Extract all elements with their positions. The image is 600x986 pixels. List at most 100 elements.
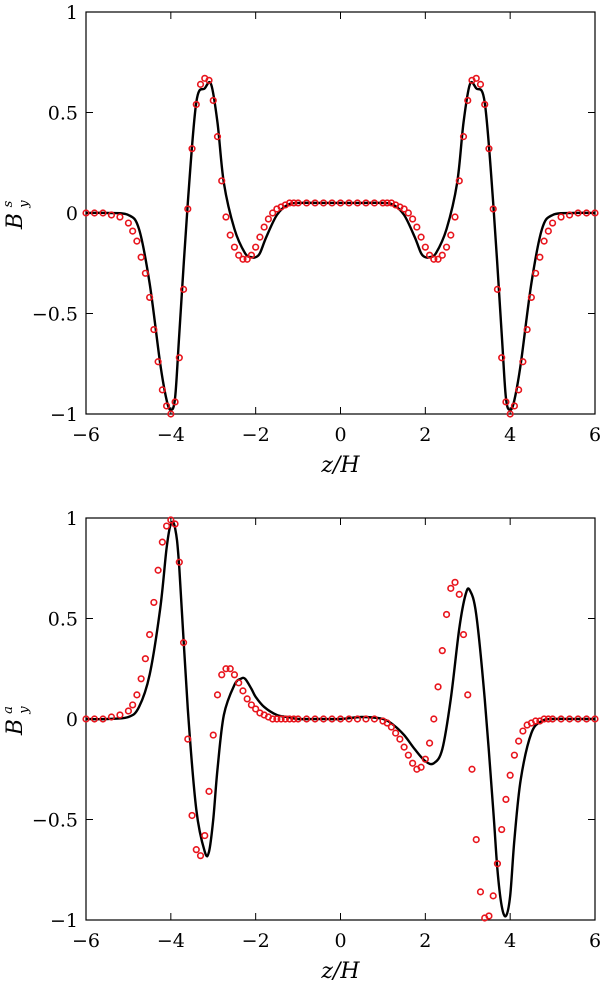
data-point	[171, 398, 179, 406]
data-point	[319, 715, 328, 723]
data-point	[269, 715, 277, 723]
data-point	[417, 763, 425, 771]
x-tick-label: −4	[157, 930, 185, 952]
y-tick-label: −1	[50, 404, 78, 426]
data-point	[362, 199, 370, 207]
data-point	[150, 598, 158, 607]
data-point	[179, 285, 188, 293]
data-point	[302, 715, 311, 723]
data-point	[196, 80, 205, 88]
data-point	[107, 713, 116, 721]
x-tick-label: −2	[242, 930, 270, 952]
data-point	[294, 199, 302, 207]
data-point	[413, 223, 421, 231]
data-point	[438, 647, 446, 655]
data-point	[515, 386, 523, 394]
data-point	[209, 731, 217, 739]
series-line	[86, 80, 595, 412]
data-point	[222, 665, 230, 673]
x-tick-label: 2	[419, 930, 431, 952]
data-point	[281, 715, 289, 723]
data-point	[476, 888, 485, 896]
data-point	[438, 251, 446, 259]
y-tick-label: −0.5	[32, 304, 78, 326]
x-tick-label: 0	[334, 930, 346, 952]
data-point	[345, 199, 353, 207]
data-point	[328, 199, 336, 207]
data-point	[226, 665, 234, 673]
data-point	[404, 751, 412, 759]
data-point	[425, 251, 434, 259]
data-point	[451, 213, 459, 221]
bottom-panel: −6 −4 −2 0 2 4 6 −1 −0.5 0 0.5 1 z/H Bya	[1, 508, 600, 984]
data-point	[167, 410, 175, 418]
x-axis-label: z/H	[320, 453, 360, 478]
data-point	[99, 715, 107, 723]
data-point	[264, 215, 272, 223]
y-axis-label-sub: y	[17, 200, 32, 209]
data-point	[447, 584, 455, 592]
data-point	[353, 715, 362, 723]
y-tick-label: 0.5	[48, 609, 78, 631]
data-point	[404, 209, 412, 217]
x-tick-label: 6	[589, 930, 600, 952]
data-point	[133, 237, 141, 245]
x-tick-label: 2	[419, 424, 431, 446]
data-point	[489, 892, 497, 900]
data-point	[383, 199, 391, 207]
data-point	[498, 825, 506, 834]
data-point	[472, 835, 480, 844]
data-point	[430, 715, 438, 723]
data-point	[175, 354, 183, 362]
data-point	[256, 233, 264, 241]
data-point	[247, 701, 256, 709]
data-point	[277, 715, 285, 723]
data-point	[243, 255, 251, 263]
data-point	[442, 610, 451, 619]
data-point	[167, 516, 175, 524]
data-point	[400, 743, 408, 751]
y-axis-label-sub: y	[17, 706, 32, 715]
x-tick-label: −6	[72, 930, 100, 952]
data-point	[409, 215, 417, 223]
data-point	[218, 671, 226, 679]
data-point	[557, 213, 565, 221]
data-point	[544, 715, 552, 723]
data-point	[591, 715, 599, 723]
data-point	[434, 683, 442, 691]
data-point	[336, 199, 345, 207]
data-point	[192, 100, 200, 109]
data-point	[421, 755, 429, 763]
x-tick-label: 0	[334, 424, 346, 446]
data-point	[146, 630, 154, 639]
data-point	[150, 325, 158, 334]
data-point	[544, 227, 552, 235]
data-point	[141, 269, 149, 277]
data-point	[184, 735, 192, 743]
data-point	[129, 227, 137, 235]
data-point	[230, 243, 239, 251]
data-point	[260, 223, 268, 231]
data-point	[532, 717, 540, 725]
data-point	[557, 715, 565, 723]
data-point	[82, 209, 90, 217]
data-point	[442, 243, 451, 251]
data-point	[129, 701, 137, 709]
x-tick-label: −6	[72, 424, 100, 446]
data-point	[116, 213, 124, 221]
data-point	[273, 715, 281, 723]
data-point	[362, 715, 370, 723]
data-point	[548, 715, 557, 723]
data-point	[540, 715, 548, 723]
data-point	[379, 199, 387, 207]
data-point	[425, 739, 434, 747]
plot-frame	[85, 11, 596, 415]
data-point	[506, 410, 514, 418]
data-point	[336, 715, 345, 723]
data-point	[154, 358, 162, 366]
data-point	[137, 253, 145, 261]
data-point	[226, 231, 234, 239]
data-point	[137, 675, 145, 683]
data-point	[502, 398, 510, 406]
data-point	[519, 358, 527, 366]
